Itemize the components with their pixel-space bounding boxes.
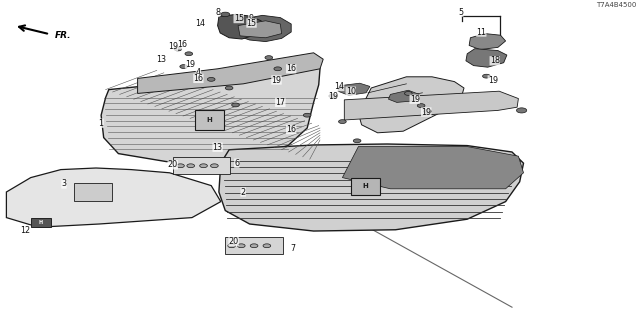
Text: 16: 16 [286,125,296,134]
Circle shape [303,113,311,117]
Circle shape [187,164,195,168]
Polygon shape [227,15,291,42]
Text: 19: 19 [271,76,282,84]
Polygon shape [6,168,221,227]
Circle shape [177,164,184,168]
Text: 7: 7 [291,244,296,252]
Circle shape [207,77,215,81]
Circle shape [353,139,361,143]
Text: 20: 20 [228,237,239,246]
Polygon shape [74,183,112,201]
Circle shape [265,56,273,60]
Circle shape [228,244,236,248]
Circle shape [404,92,412,95]
Circle shape [274,67,282,71]
Text: 8: 8 [215,8,220,17]
Text: 18: 18 [490,56,500,65]
Bar [225,237,283,254]
Text: 3: 3 [61,180,67,188]
Circle shape [263,244,271,248]
Text: 2: 2 [241,188,246,196]
Text: 19: 19 [421,108,431,116]
Bar [195,110,224,130]
Circle shape [232,103,239,107]
Circle shape [211,164,218,168]
Polygon shape [388,90,419,102]
Circle shape [339,120,346,124]
Text: H: H [39,220,43,225]
Text: 19: 19 [488,76,498,84]
Text: 19: 19 [185,60,195,68]
Text: H: H [362,183,368,189]
Text: 19: 19 [168,42,178,51]
Text: 4: 4 [196,68,201,76]
Polygon shape [218,14,264,39]
Text: 19: 19 [328,92,339,100]
Text: H: H [207,117,212,123]
Text: 14: 14 [334,82,344,91]
Polygon shape [466,49,507,67]
Text: 19: 19 [410,95,420,104]
Bar [351,178,380,195]
Text: 10: 10 [346,87,356,96]
Text: 5: 5 [458,8,463,17]
Text: 16: 16 [177,40,188,49]
Circle shape [225,86,233,90]
Circle shape [483,74,490,78]
Text: 15: 15 [246,19,257,28]
Text: 1: 1 [99,119,104,128]
Text: 20: 20 [168,160,178,169]
Polygon shape [219,144,524,231]
Polygon shape [238,21,282,38]
Circle shape [424,109,431,113]
Text: 9: 9 [248,14,253,23]
Circle shape [200,164,207,168]
Polygon shape [338,83,370,95]
Text: 6: 6 [234,159,239,168]
Circle shape [329,94,337,98]
Circle shape [516,108,527,113]
Text: 11: 11 [476,28,486,36]
Circle shape [174,47,182,51]
Text: 12: 12 [20,226,31,235]
Text: FR.: FR. [54,31,71,40]
Polygon shape [358,77,464,133]
Text: 13: 13 [156,55,166,64]
Circle shape [221,12,230,17]
Circle shape [250,244,258,248]
Text: 16: 16 [193,74,204,83]
Bar [31,218,51,227]
Circle shape [185,52,193,56]
Polygon shape [344,91,518,120]
Circle shape [237,244,245,248]
Polygon shape [469,34,506,50]
Circle shape [180,65,188,68]
Text: T7A4B4500: T7A4B4500 [596,2,637,8]
Circle shape [417,104,425,108]
Text: 14: 14 [195,19,205,28]
Polygon shape [138,53,323,93]
Text: 16: 16 [286,64,296,73]
Polygon shape [342,147,524,189]
Text: 17: 17 [275,98,285,107]
Polygon shape [101,62,320,162]
Text: 13: 13 [212,143,223,152]
Text: 15: 15 [234,14,244,23]
Bar [173,157,230,174]
